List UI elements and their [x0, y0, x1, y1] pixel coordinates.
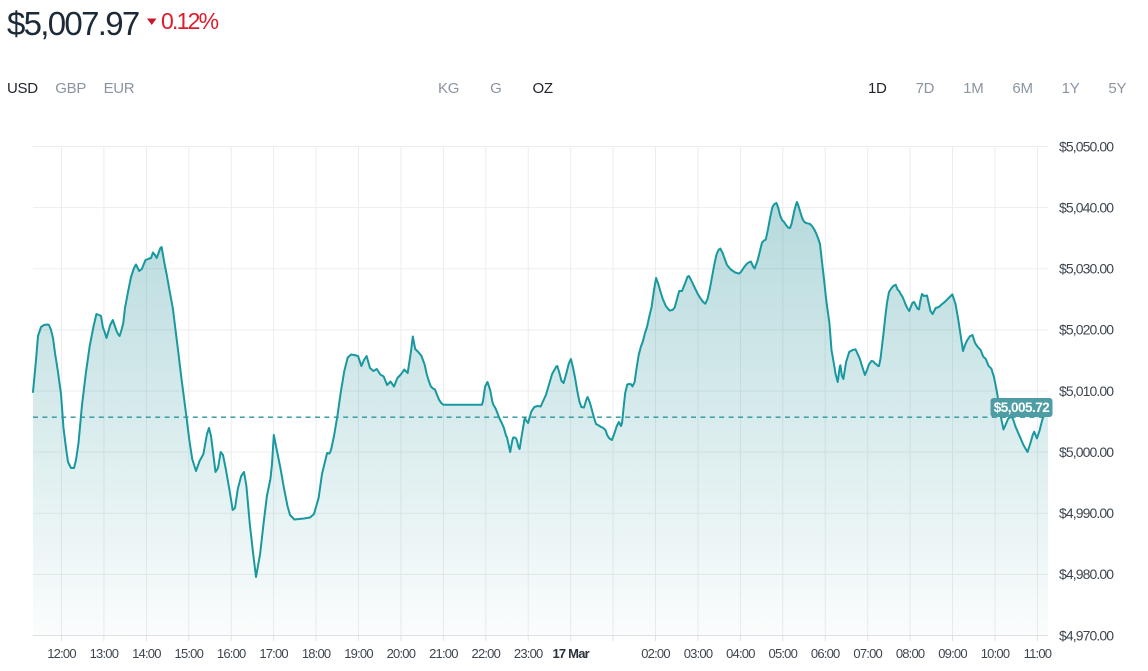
- svg-text:13:00: 13:00: [90, 646, 119, 661]
- svg-text:09:00: 09:00: [938, 646, 967, 661]
- svg-text:21:00: 21:00: [429, 646, 458, 661]
- svg-text:$5,000.00: $5,000.00: [1059, 444, 1114, 460]
- svg-text:03:00: 03:00: [684, 646, 713, 661]
- svg-text:20:00: 20:00: [387, 646, 416, 661]
- svg-text:16:00: 16:00: [217, 646, 246, 661]
- svg-text:$5,040.00: $5,040.00: [1059, 199, 1114, 215]
- svg-text:12:00: 12:00: [47, 646, 76, 661]
- svg-text:$5,050.00: $5,050.00: [1059, 138, 1114, 154]
- svg-text:07:00: 07:00: [853, 646, 882, 661]
- svg-text:17 Mar: 17 Mar: [553, 646, 590, 661]
- svg-text:18:00: 18:00: [302, 646, 331, 661]
- svg-text:17:00: 17:00: [259, 646, 288, 661]
- svg-text:$5,010.00: $5,010.00: [1059, 383, 1114, 399]
- svg-text:22:00: 22:00: [472, 646, 501, 661]
- svg-text:08:00: 08:00: [896, 646, 925, 661]
- svg-text:$5,005.72: $5,005.72: [994, 400, 1050, 415]
- svg-text:05:00: 05:00: [769, 646, 798, 661]
- svg-text:$4,990.00: $4,990.00: [1059, 505, 1114, 521]
- svg-text:$4,980.00: $4,980.00: [1059, 566, 1114, 582]
- svg-text:06:00: 06:00: [811, 646, 840, 661]
- svg-text:14:00: 14:00: [132, 646, 161, 661]
- svg-text:11:00: 11:00: [1024, 646, 1052, 661]
- svg-text:$5,020.00: $5,020.00: [1059, 322, 1114, 338]
- svg-text:19:00: 19:00: [344, 646, 373, 661]
- svg-text:10:00: 10:00: [981, 646, 1010, 661]
- svg-text:$5,030.00: $5,030.00: [1059, 261, 1114, 277]
- svg-text:04:00: 04:00: [726, 646, 755, 661]
- svg-text:02:00: 02:00: [641, 646, 670, 661]
- svg-text:15:00: 15:00: [175, 646, 204, 661]
- svg-text:23:00: 23:00: [514, 646, 543, 661]
- svg-text:$4,970.00: $4,970.00: [1059, 627, 1114, 643]
